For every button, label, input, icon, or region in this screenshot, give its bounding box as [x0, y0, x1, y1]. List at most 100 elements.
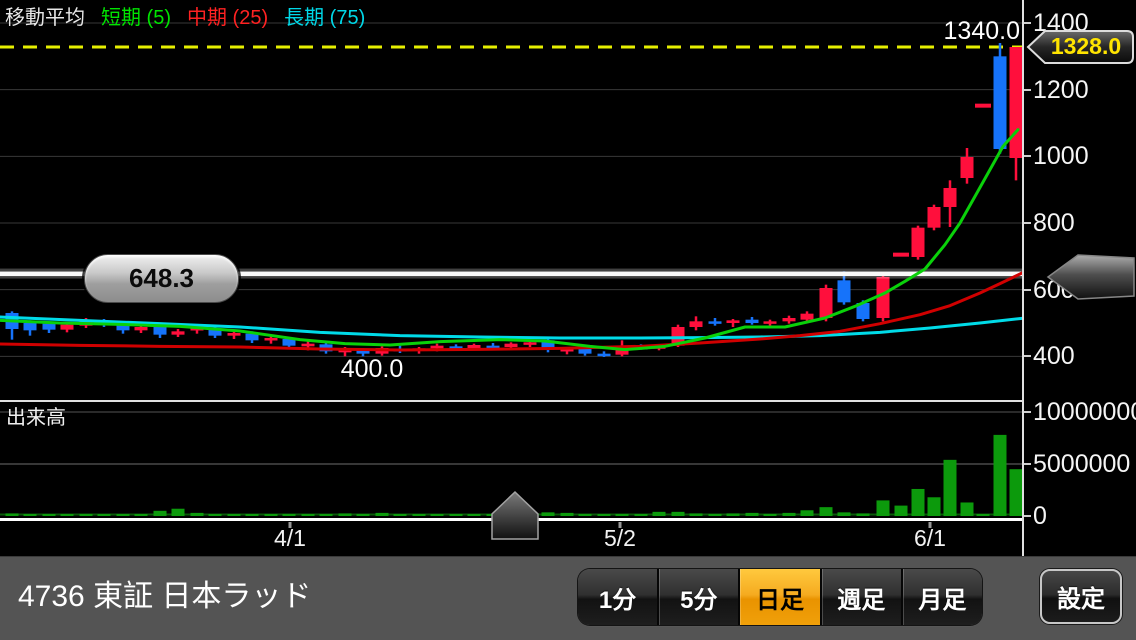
axis-tick-mark — [1024, 22, 1031, 24]
volume-bar — [467, 514, 481, 516]
candle-body — [282, 339, 296, 346]
legend-short-ma: 短期 (5) — [101, 7, 171, 29]
axis-tick-mark — [1024, 463, 1031, 465]
axis-tick-label: 0 — [1033, 502, 1047, 530]
reference-price-badge: 648.3 — [84, 254, 239, 303]
candle-body — [782, 318, 796, 322]
axis-tick-mark — [1024, 288, 1031, 291]
volume-bar — [338, 513, 352, 516]
candle-body — [763, 321, 777, 324]
period-button-日足[interactable]: 日足 — [738, 569, 820, 625]
reference-line-arrow-icon — [1046, 254, 1135, 300]
volume-bar — [134, 514, 148, 516]
volume-bar — [615, 513, 629, 516]
current-price-value: 1328.0 — [1050, 33, 1122, 59]
candlestick-chart-canvas[interactable] — [0, 0, 1136, 557]
reference-price-line — [0, 271, 1022, 277]
volume-bar — [763, 513, 777, 516]
candle-body — [745, 319, 759, 323]
period-button-週足[interactable]: 週足 — [819, 569, 901, 625]
volume-bar — [689, 513, 703, 516]
volume-bar — [42, 514, 56, 516]
axis-tick-mark — [1024, 88, 1031, 91]
candle-body — [597, 353, 611, 357]
volume-bar — [430, 514, 444, 516]
candle-body — [689, 321, 703, 327]
candle-body — [449, 346, 463, 349]
candle-body — [356, 350, 370, 354]
volume-bar — [60, 514, 74, 516]
candle-body — [153, 326, 167, 335]
candle-body — [800, 313, 814, 320]
candle-body — [993, 56, 1007, 150]
axis-tick-label: 1000 — [1033, 142, 1089, 171]
volume-bar — [23, 514, 37, 516]
volume-bar — [745, 512, 759, 516]
period-segmented-control: 1分 5分 日足 週足 月足 — [578, 569, 982, 625]
volume-bar — [301, 514, 315, 516]
volume-bar — [375, 512, 389, 516]
period-button-月足[interactable]: 月足 — [900, 569, 982, 625]
axis-tick-mark — [1024, 411, 1031, 413]
volume-bar — [412, 514, 426, 516]
candle-body — [560, 349, 574, 352]
candle-body — [819, 288, 833, 318]
candle-body — [467, 345, 481, 348]
candle-dash — [893, 252, 909, 257]
candle-body — [227, 333, 241, 336]
period-high-label: 1340.0 — [943, 17, 1020, 45]
candle-body — [876, 277, 890, 318]
candle-body — [523, 342, 537, 345]
axis-tick-mark — [1024, 355, 1031, 358]
volume-bar — [153, 510, 167, 516]
candle-body — [190, 328, 204, 331]
volume-bar — [208, 514, 222, 516]
volume-bar — [876, 500, 890, 516]
candle-body — [208, 329, 222, 336]
volume-bar — [960, 502, 974, 516]
candle-body — [134, 327, 148, 331]
volume-bar — [356, 513, 370, 516]
candle-body — [486, 345, 500, 349]
volume-bar — [976, 514, 990, 516]
volume-bar — [79, 513, 93, 516]
volume-bar — [171, 508, 185, 516]
current-price-tag-shape — [1026, 30, 1134, 64]
period-button-1分[interactable]: 1分 — [578, 569, 658, 625]
candle-body — [23, 323, 37, 331]
volume-bar — [782, 512, 796, 516]
axis-tick-label: 400 — [1033, 342, 1075, 371]
axis-tick-label: 5000000 — [1033, 450, 1131, 478]
axis-tick-label: 800 — [1033, 209, 1075, 237]
volume-bar — [393, 514, 407, 516]
candle-body — [264, 338, 278, 341]
axis-tick-label: 1200 — [1033, 75, 1089, 104]
candle-body — [943, 188, 957, 207]
candle-body — [578, 349, 592, 354]
candle-body — [541, 340, 555, 350]
axis-tick-mark — [1024, 155, 1031, 158]
volume-bar — [837, 512, 851, 516]
period-button-5分[interactable]: 5分 — [657, 569, 739, 625]
volume-bar — [671, 511, 685, 516]
axis-tick-label: 10000000 — [1033, 398, 1136, 426]
volume-bar — [282, 513, 296, 516]
ma-short-line — [0, 128, 1020, 352]
chart-scroll-handle[interactable] — [489, 490, 541, 542]
volume-bar — [894, 505, 908, 516]
volume-bar — [116, 514, 130, 516]
bottom-toolbar: 4736 東証 日本ラッド 1分 5分 日足 週足 月足 設定 — [0, 556, 1136, 640]
legend-mid-ma: 中期 (25) — [187, 7, 269, 29]
volume-bar — [708, 513, 722, 516]
volume-bar — [819, 507, 833, 516]
candle-body — [430, 345, 444, 349]
settings-button[interactable]: 設定 — [1040, 569, 1122, 624]
volume-bar — [634, 514, 648, 516]
period-low-label: 400.0 — [340, 355, 404, 383]
volume-bar — [449, 514, 463, 516]
time-axis-label-6/1: 6/1 — [914, 525, 946, 551]
volume-bar — [97, 514, 111, 516]
candle-body — [504, 343, 518, 347]
candle-body — [911, 227, 925, 257]
